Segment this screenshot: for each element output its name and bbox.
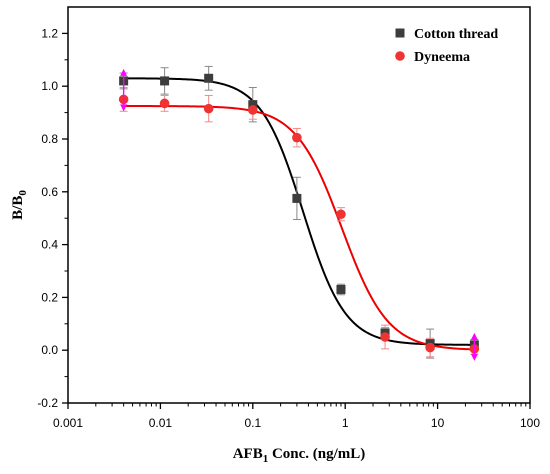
- data-point-square: [292, 193, 302, 203]
- y-tick-label: 0.0: [41, 343, 58, 357]
- data-point-square: [160, 76, 170, 86]
- legend: Cotton thread Dyneema: [395, 27, 498, 65]
- x-tick-label: 0.1: [244, 416, 261, 430]
- fit-curve: [123, 105, 475, 351]
- y-tick-label: -0.2: [37, 396, 58, 410]
- data-point-circle: [292, 132, 302, 143]
- data-point-circle: [380, 332, 390, 342]
- x-tick-label: 0.01: [149, 416, 173, 430]
- highlight-arrow-up: [120, 68, 128, 76]
- x-tick-label: 10: [431, 416, 445, 430]
- data-point-circle: [336, 209, 346, 220]
- highlight-arrow-down: [470, 353, 478, 361]
- y-tick-label: 0.2: [41, 290, 58, 304]
- y-axis: -0.2 0.0 0.2 0.4 0.6 0.8 1.0 1.2: [37, 26, 68, 410]
- y-tick-label: 0.8: [41, 132, 58, 146]
- y-axis-title: B/B0: [10, 190, 29, 220]
- data-point-circle: [203, 103, 214, 114]
- x-tick-label: 0.001: [53, 416, 83, 430]
- y-tick-label: 1.2: [41, 26, 58, 40]
- y-tick-label: 0.4: [41, 238, 58, 252]
- data-point-square: [204, 73, 214, 83]
- fit-curve: [123, 77, 475, 346]
- y-tick-label: 0.6: [41, 185, 58, 199]
- x-axis: 0.001 0.01 0.1 1 10 100: [53, 403, 540, 430]
- y-axis-title-main: B/B: [10, 196, 26, 220]
- legend-marker-circle: [395, 51, 405, 61]
- data-point-circle: [159, 98, 170, 109]
- x-axis-title: AFB1 Conc. (ng/mL): [233, 446, 366, 465]
- x-tick-label: 100: [520, 416, 540, 430]
- fit-curves: [123, 77, 475, 351]
- data-point-square: [248, 100, 258, 110]
- error-bars: [119, 65, 479, 359]
- y-tick-label: 1.0: [41, 79, 58, 93]
- legend-label: Dyneema: [414, 50, 470, 65]
- highlight-arrow-up: [470, 332, 478, 340]
- x-axis-title-rest: Conc. (ng/mL): [268, 446, 365, 462]
- plot-area-border: [67, 6, 531, 404]
- data-point-circle: [248, 105, 258, 115]
- plot-frame: [67, 6, 531, 404]
- highlight-arrow-down: [120, 104, 128, 112]
- highlight-markers: [120, 68, 478, 361]
- legend-marker-square: [395, 28, 405, 38]
- data-point-circle: [425, 342, 435, 353]
- data-point-square: [336, 284, 346, 294]
- x-axis-title-subscript: 1: [263, 453, 269, 465]
- legend-label: Cotton thread: [414, 27, 498, 42]
- y-axis-title-subscript: 0: [17, 190, 29, 196]
- x-axis-title-main: AFB: [233, 446, 263, 462]
- data-markers: [118, 73, 480, 354]
- x-tick-label: 1: [342, 416, 349, 430]
